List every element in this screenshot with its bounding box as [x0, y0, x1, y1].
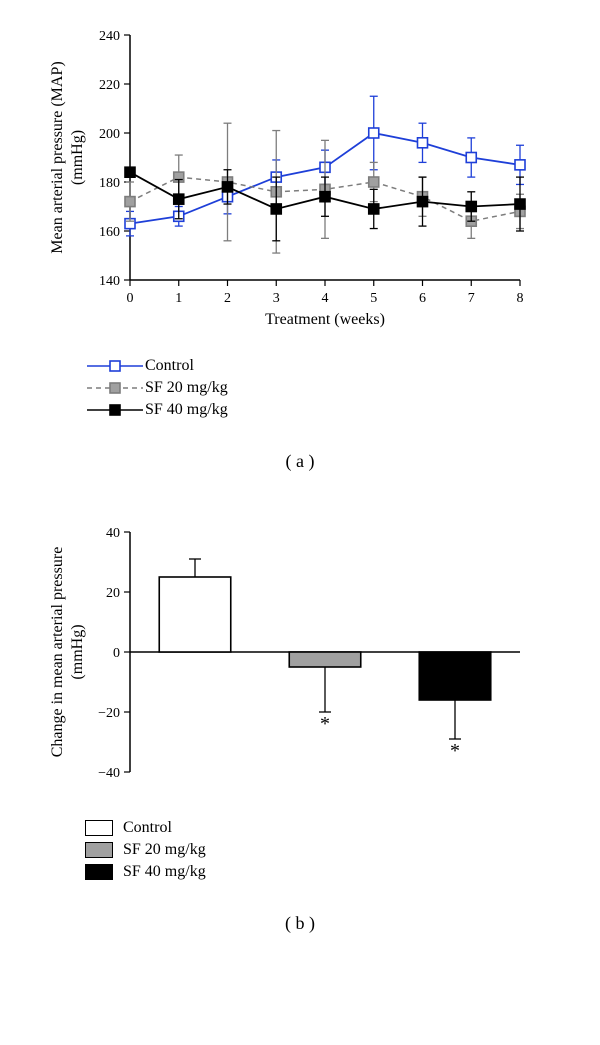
svg-text:Change in mean arterial pressu: Change in mean arterial pressure — [49, 547, 66, 758]
legend-item: Control — [85, 355, 560, 377]
svg-text:(mmHg): (mmHg) — [69, 130, 86, 185]
svg-text:7: 7 — [468, 291, 475, 306]
svg-text:Mean arterial pressure (MAP): Mean arterial pressure (MAP) — [49, 61, 66, 253]
legend-label: Control — [145, 357, 194, 375]
svg-text:*: * — [450, 740, 460, 762]
caption-b: ( b ) — [40, 913, 560, 934]
legend-b: Control SF 20 mg/kg SF 40 mg/kg — [85, 817, 560, 883]
svg-text:(mmHg): (mmHg) — [69, 624, 86, 679]
svg-text:8: 8 — [517, 291, 524, 306]
svg-text:160: 160 — [99, 225, 120, 240]
svg-text:5: 5 — [370, 291, 377, 306]
svg-text:−40: −40 — [98, 766, 120, 781]
svg-text:2: 2 — [224, 291, 231, 306]
svg-text:200: 200 — [99, 127, 120, 142]
caption-a: ( a ) — [40, 451, 560, 472]
svg-text:4: 4 — [322, 291, 329, 306]
svg-text:240: 240 — [99, 29, 120, 44]
legend-item: SF 20 mg/kg — [85, 839, 560, 861]
legend-item: SF 40 mg/kg — [85, 399, 560, 421]
svg-text:1: 1 — [175, 291, 182, 306]
legend-label: SF 40 mg/kg — [145, 401, 228, 419]
bar-chart-b: −40 −20 0 20 40 Change in mean arterial press… — [40, 512, 540, 792]
svg-text:0: 0 — [113, 646, 120, 661]
line-chart-a: 140 160 180 200 220 240 0 1 2 3 4 5 6 7 8 Treatment (we… — [40, 20, 540, 330]
legend-label: SF 20 mg/kg — [145, 379, 228, 397]
panel-b: −40 −20 0 20 40 Change in mean arterial press… — [40, 512, 560, 934]
svg-text:−20: −20 — [98, 706, 120, 721]
svg-text:180: 180 — [99, 176, 120, 191]
svg-text:*: * — [320, 713, 330, 735]
legend-label: SF 40 mg/kg — [123, 863, 206, 881]
legend-item: SF 40 mg/kg — [85, 861, 560, 883]
svg-text:6: 6 — [419, 291, 426, 306]
legend-label: SF 20 mg/kg — [123, 841, 206, 859]
legend-label: Control — [123, 819, 172, 837]
svg-text:40: 40 — [106, 526, 120, 541]
svg-text:220: 220 — [99, 78, 120, 93]
legend-a: Control SF 20 mg/kg SF 40 mg/kg — [85, 355, 560, 421]
svg-text:0: 0 — [127, 291, 134, 306]
legend-item: Control — [85, 817, 560, 839]
svg-text:3: 3 — [273, 291, 280, 306]
panel-a: 140 160 180 200 220 240 0 1 2 3 4 5 6 7 8 Treatment (we… — [40, 20, 560, 472]
svg-text:Treatment (weeks): Treatment (weeks) — [265, 311, 385, 328]
svg-text:20: 20 — [106, 586, 120, 601]
legend-item: SF 20 mg/kg — [85, 377, 560, 399]
svg-text:140: 140 — [99, 274, 120, 289]
